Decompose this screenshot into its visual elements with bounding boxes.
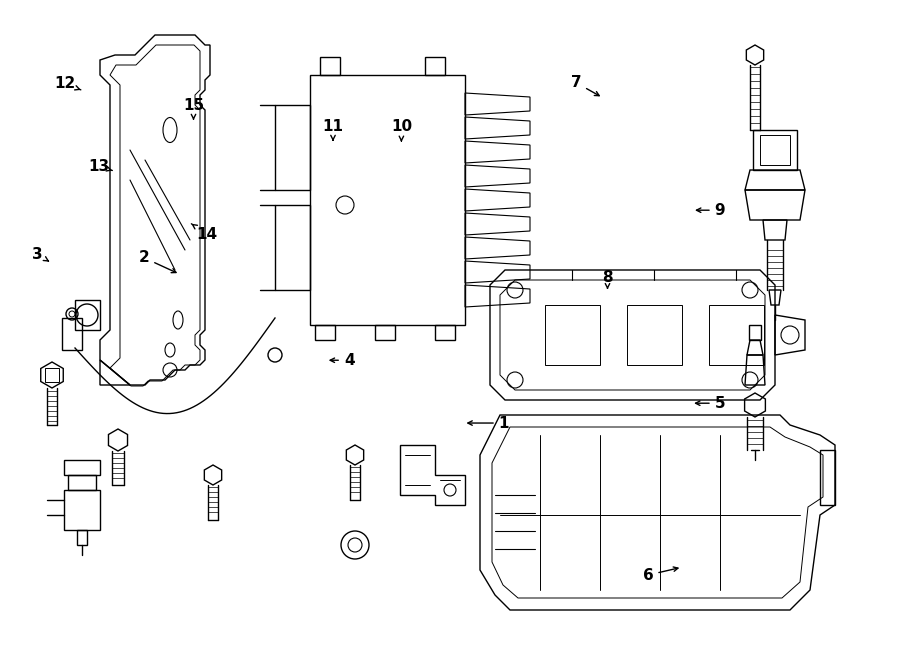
Text: 14: 14 [192,224,218,242]
Text: 5: 5 [696,396,725,410]
Text: 1: 1 [468,416,509,430]
Text: 2: 2 [139,251,176,273]
Text: 15: 15 [183,98,204,119]
Text: 9: 9 [697,203,725,217]
Text: 6: 6 [643,567,678,582]
Text: 4: 4 [330,353,355,368]
Text: 13: 13 [88,159,112,174]
Text: 7: 7 [571,75,599,96]
Text: 11: 11 [322,120,344,140]
Text: 8: 8 [602,270,613,288]
Text: 3: 3 [32,247,49,262]
Text: 12: 12 [54,77,81,91]
Text: 10: 10 [391,120,412,141]
